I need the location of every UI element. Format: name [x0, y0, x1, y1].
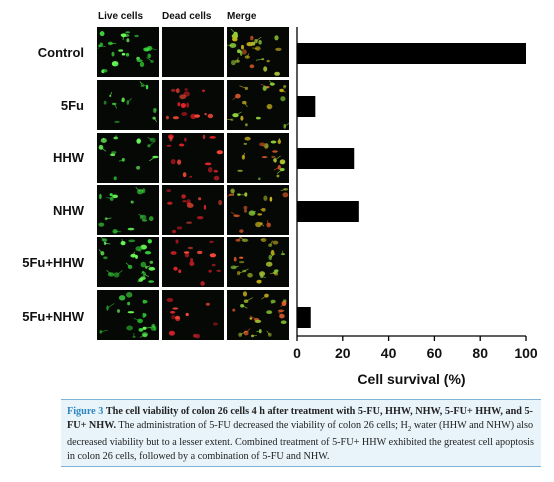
micrograph-dead-4 — [162, 185, 224, 235]
column-header-dead: Dead cells — [162, 11, 212, 22]
column-header-merge: Merge — [227, 11, 257, 22]
figure-label: Figure 3 — [67, 406, 104, 417]
micrograph-dead-3 — [162, 133, 224, 183]
row-label-5fu: 5Fu — [60, 98, 84, 113]
micrograph-live-4 — [97, 185, 159, 235]
row-label-5fu-nhw: 5Fu+NHW — [22, 309, 84, 324]
micrograph-dead-2 — [162, 80, 224, 130]
row-label-5fu-hhw: 5Fu+HHW — [22, 255, 84, 270]
x-tick-label: 40 — [381, 345, 397, 361]
x-tick-label: 20 — [335, 345, 351, 361]
micrograph-live-5 — [97, 237, 159, 287]
micrograph-live-3 — [97, 133, 159, 183]
micrograph-merge-3 — [227, 133, 289, 183]
x-tick-label: 0 — [293, 345, 301, 361]
micrograph-dead-5 — [162, 237, 224, 287]
caption-text-part-1: The administration of 5-FU decreased the… — [118, 419, 408, 431]
figure-3: Live cells Dead cells Merge Control 5Fu HH… — [22, 11, 538, 387]
row-label-nhw: NHW — [52, 203, 84, 218]
bar-5fu — [297, 96, 316, 117]
bar-nhw — [297, 201, 359, 222]
bar-5fu-nhw — [297, 307, 311, 328]
row-label-control: Control — [37, 45, 84, 60]
bars — [297, 43, 526, 328]
micrograph-live-6 — [97, 290, 159, 340]
micrograph-live-2 — [97, 80, 159, 130]
bar-hhw — [297, 148, 355, 169]
micrograph-merge-1 — [227, 27, 289, 77]
caption-text-part-2: water (HHW and NHW) also decreased viabi… — [67, 419, 534, 462]
column-header-live: Live cells — [98, 11, 144, 22]
micrograph-dead-6 — [162, 290, 224, 340]
x-tick-label: 100 — [514, 345, 538, 361]
figure-caption: Figure 3 The cell viability of colon 26 … — [61, 399, 541, 467]
micrograph-live-1 — [97, 27, 159, 77]
micrograph-merge-6 — [227, 290, 289, 340]
survival-bar-chart: 0 20 40 60 80 100 Cell survival (%) — [293, 27, 538, 387]
micrograph-merge-4 — [227, 185, 289, 235]
row-label-hhw: HHW — [52, 150, 84, 165]
caption-title: The cell viability of colon 26 cells 4 h… — [67, 406, 533, 431]
caption-subscript: 2 — [407, 424, 412, 433]
x-tick-label: 60 — [427, 345, 443, 361]
micrograph-merge-5 — [227, 237, 289, 287]
micrograph-dead-1 — [162, 27, 224, 77]
x-tick-label: 80 — [472, 345, 488, 361]
micrograph-merge-2 — [227, 80, 289, 130]
x-axis: 0 20 40 60 80 100 Cell survival (%) — [293, 27, 538, 387]
bar-control — [297, 43, 526, 64]
x-axis-title: Cell survival (%) — [357, 371, 465, 387]
